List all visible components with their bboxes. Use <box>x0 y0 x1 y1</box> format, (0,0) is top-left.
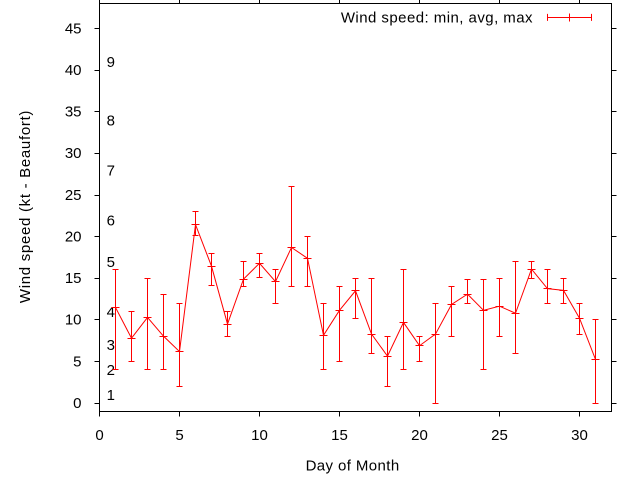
svg-text:35: 35 <box>65 104 82 121</box>
svg-text:Wind speed (kt - Beaufort): Wind speed (kt - Beaufort) <box>17 110 34 303</box>
svg-text:6: 6 <box>107 212 115 229</box>
svg-text:20: 20 <box>65 228 82 245</box>
svg-text:15: 15 <box>331 427 348 444</box>
svg-text:3: 3 <box>107 337 115 354</box>
svg-text:30: 30 <box>571 427 588 444</box>
svg-text:40: 40 <box>65 62 82 79</box>
svg-text:4: 4 <box>107 304 115 321</box>
svg-text:5: 5 <box>175 427 183 444</box>
svg-text:25: 25 <box>65 187 82 204</box>
svg-text:5: 5 <box>73 353 81 370</box>
svg-text:8: 8 <box>107 112 115 129</box>
svg-text:7: 7 <box>107 162 115 179</box>
svg-text:Wind speed: min, avg, max: Wind speed: min, avg, max <box>341 10 533 27</box>
svg-text:30: 30 <box>65 145 82 162</box>
svg-text:10: 10 <box>65 312 82 329</box>
svg-text:5: 5 <box>107 254 115 271</box>
svg-text:10: 10 <box>251 427 268 444</box>
svg-text:20: 20 <box>411 427 428 444</box>
svg-text:1: 1 <box>107 387 115 404</box>
svg-text:9: 9 <box>107 54 115 71</box>
svg-text:Day of Month: Day of Month <box>306 458 400 475</box>
svg-text:0: 0 <box>95 427 103 444</box>
svg-text:25: 25 <box>491 427 508 444</box>
svg-text:15: 15 <box>65 270 82 287</box>
svg-text:2: 2 <box>107 362 115 379</box>
svg-text:45: 45 <box>65 20 82 37</box>
svg-text:0: 0 <box>73 395 81 412</box>
